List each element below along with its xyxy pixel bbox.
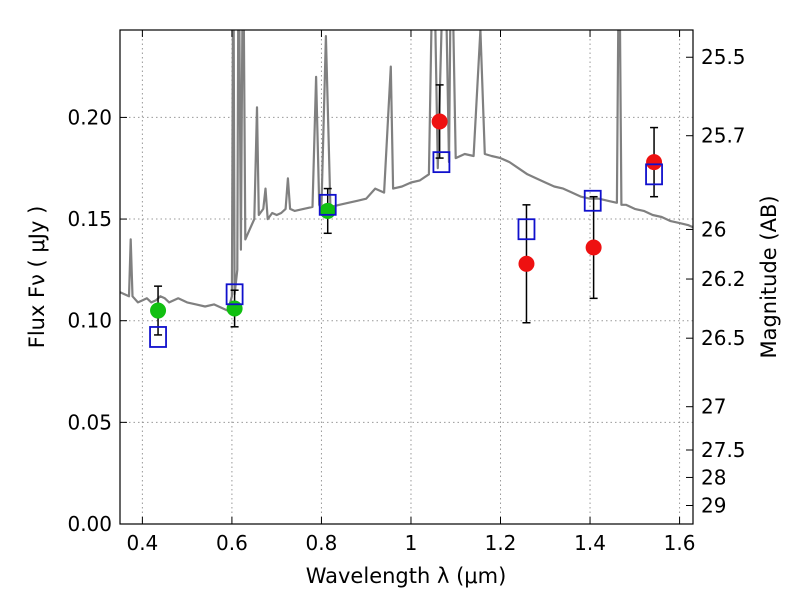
x-tick-label: 1.2 xyxy=(485,531,517,555)
model-square-marker xyxy=(149,326,167,348)
green-data-point xyxy=(319,202,336,219)
y-axis-title: Flux Fν ( μJy ) xyxy=(25,206,49,349)
green-data-point xyxy=(150,302,167,319)
y-tick-label: 0.10 xyxy=(67,309,112,333)
y-tick-label: 0.05 xyxy=(67,410,112,434)
model-square-marker xyxy=(318,193,337,216)
x-tick-label: 1.4 xyxy=(574,531,606,555)
y2-tick-label: 27 xyxy=(701,395,726,419)
y2-tick-label: 28 xyxy=(701,465,726,489)
red-data-point xyxy=(646,154,663,171)
model-square-marker xyxy=(225,283,244,306)
red-data-point xyxy=(518,255,535,272)
marker-layer xyxy=(149,113,663,348)
x-tick-label: 1 xyxy=(405,531,418,555)
y2-tick-label: 25.5 xyxy=(701,45,746,69)
x-tick-label: 1.6 xyxy=(664,531,696,555)
model-square-marker xyxy=(432,151,451,174)
model-square-marker xyxy=(645,163,663,186)
y-tick-label: 0.15 xyxy=(67,207,112,231)
x-tick-label: 0.4 xyxy=(126,531,158,555)
spectrum-line xyxy=(120,30,693,312)
grid-lines xyxy=(120,30,693,525)
y2-tick-label: 27.5 xyxy=(701,438,746,462)
y2-tick-label: 26 xyxy=(701,217,726,241)
plot-frame xyxy=(119,29,694,525)
red-data-point xyxy=(431,113,448,130)
model-square-marker xyxy=(583,189,602,212)
errorbar-layer xyxy=(154,84,659,336)
x-axis-title: Wavelength λ (μm) xyxy=(306,564,507,588)
y2-tick-label: 26.5 xyxy=(701,326,746,350)
y2-tick-label: 29 xyxy=(701,494,726,518)
x-tick-label: 0.6 xyxy=(216,531,248,555)
y-tick-label: 0.20 xyxy=(67,105,112,129)
y2-tick-label: 26.2 xyxy=(701,267,746,291)
spectrum-layer xyxy=(120,30,693,312)
green-data-point xyxy=(226,300,243,317)
tick-layer: 0.4 0.6 0.8 1 1.2 1.4 1.6 0.00 0.05 0.10 0.15 0.20 2… xyxy=(67,30,746,555)
y-tick-label: 0.00 xyxy=(67,512,112,536)
model-square-marker xyxy=(517,218,536,241)
y2-tick-label: 25.7 xyxy=(701,124,746,148)
y2-axis-title: Magnitude (AB) xyxy=(757,195,781,358)
red-data-point xyxy=(585,239,602,256)
x-tick-label: 0.8 xyxy=(306,531,338,555)
